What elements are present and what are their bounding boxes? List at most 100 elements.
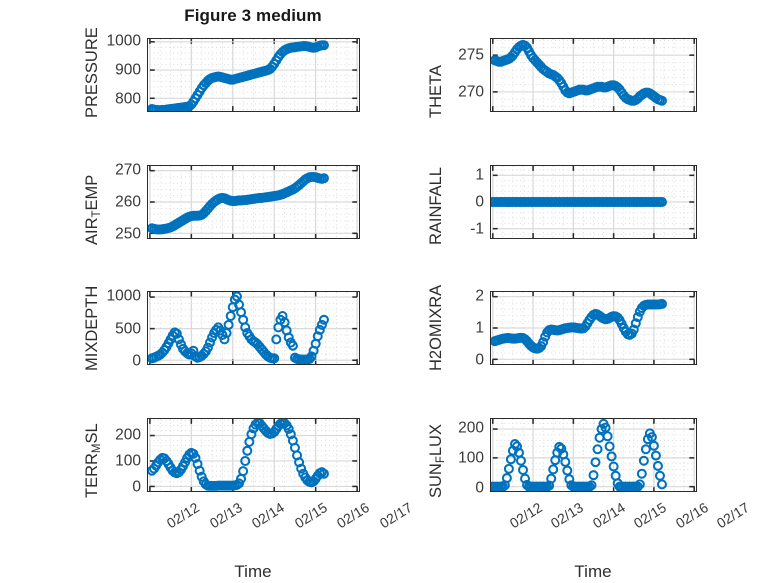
data-series-rainfall (491, 196, 667, 208)
y-tick-label: 0 (475, 351, 484, 369)
subplot-theta (490, 38, 697, 112)
y-axis-label-main: AIR (83, 217, 101, 245)
y-tick-label: 275 (458, 45, 484, 63)
plot-area-pressure (147, 38, 360, 112)
y-axis-label-main: RAINFALL (427, 167, 445, 245)
y-axis-label-subscript: T (91, 210, 103, 218)
y-tick-label: 1000 (106, 287, 141, 305)
data-series-mixdepth (148, 292, 329, 364)
major-grid-pressure (149, 39, 358, 111)
minor-grid-pressure (149, 39, 358, 111)
y-tick-label: 100 (458, 449, 484, 467)
x-axis-label-sun_flux: Time (574, 562, 612, 581)
y-axis-ticklabels-rainfall: -1 0 1 (410, 165, 484, 239)
y-axis-label-main: THETA (427, 65, 445, 118)
y-axis-label-subscript: F (435, 456, 447, 464)
y-tick-label: 0 (475, 478, 484, 496)
major-grid-rainfall (492, 166, 695, 238)
y-axis-label-air_temp: AIRTEMP (83, 174, 103, 245)
y-tick-label: 0 (475, 193, 484, 211)
x-tick-label: 02/13 (206, 499, 245, 532)
y-tick-label: -1 (470, 220, 484, 238)
x-tick-label: 02/14 (589, 499, 628, 532)
x-tick-label: 02/15 (630, 499, 670, 532)
subplot-rainfall (490, 165, 697, 239)
data-series-h2omixra (491, 298, 667, 354)
y-tick-label: 900 (115, 61, 141, 79)
y-axis-label-rainfall: RAINFALL (427, 167, 445, 245)
y-axis-ticklabels-theta: 270 275 (410, 38, 484, 112)
plot-area-air_temp (147, 165, 360, 239)
plot-area-rainfall (490, 165, 697, 239)
y-tick-label: 0 (132, 478, 141, 496)
y-axis-ticklabels-h2omixra: 0 1 2 (410, 288, 484, 369)
plot-area-mixdepth (147, 291, 360, 365)
y-axis-label-tail: EMP (83, 174, 101, 211)
subplot-sun_flux (490, 418, 697, 492)
x-tick-label: 02/13 (548, 499, 587, 532)
y-axis-label-mixdepth: MIXDEPTH (83, 286, 101, 371)
x-tick-label: 02/14 (248, 499, 288, 532)
data-series-sun_flux (491, 419, 667, 491)
data-series-air_temp (148, 171, 329, 235)
subplot-terr_msl (147, 418, 360, 492)
y-tick-label: 800 (115, 90, 141, 108)
data-series-pressure (148, 40, 329, 111)
y-axis-label-sun_flux: SUNFLUX (427, 424, 447, 498)
y-tick-label: 100 (115, 452, 141, 470)
plot-area-theta (490, 38, 697, 112)
y-axis-ticklabels-air_temp: 250 260 270 (67, 161, 141, 243)
data-series-theta (491, 39, 667, 106)
subplot-h2omixra (490, 291, 697, 365)
x-tick-label: 02/15 (291, 499, 330, 532)
y-tick-label: 200 (115, 426, 141, 444)
y-tick-label: 200 (458, 419, 484, 437)
y-tick-label: 260 (115, 193, 141, 211)
y-tick-label: 0 (132, 352, 141, 370)
y-axis-ticklabels-mixdepth: 0 500 1000 (67, 287, 141, 368)
data-series-terr_msl (148, 419, 329, 491)
major-grid-h2omixra (492, 292, 695, 364)
y-axis-label-main: SUN (427, 463, 445, 498)
major-grid-sun_flux (492, 419, 695, 491)
plot-area-sun_flux (490, 418, 697, 492)
y-tick-label: 1000 (106, 32, 141, 50)
y-tick-label: 250 (115, 225, 141, 243)
major-grid-theta (492, 39, 695, 111)
y-axis-label-tail: SL (83, 423, 101, 444)
y-tick-label: 270 (458, 83, 484, 101)
plot-area-terr_msl (147, 418, 360, 492)
y-axis-ticklabels-terr_msl: 0 100 200 (67, 418, 141, 494)
y-tick-label: 1 (475, 165, 484, 183)
subplot-pressure (147, 38, 360, 112)
minor-grid-air_temp (149, 166, 358, 238)
minor-grid-sun_flux (492, 419, 695, 491)
y-tick-label: 500 (115, 319, 141, 337)
y-axis-label-h2omixra: H2OMIXRA (427, 285, 445, 371)
y-axis-label-theta: THETA (427, 65, 445, 118)
subplot-air_temp (147, 165, 360, 239)
y-axis-label-tail: LUX (427, 424, 445, 457)
plot-area-h2omixra (490, 291, 697, 365)
x-tick-label: 02/12 (163, 499, 202, 532)
minor-grid-mixdepth (149, 292, 358, 364)
minor-grid-rainfall (492, 166, 695, 238)
x-tick-label: 02/16 (672, 499, 711, 532)
y-tick-label: 270 (115, 161, 141, 179)
figure-title: Figure 3 medium (184, 6, 322, 25)
y-axis-label-subscript: M (91, 443, 103, 454)
y-tick-label: 1 (475, 319, 484, 337)
major-grid-mixdepth (149, 292, 358, 364)
x-tick-label: 02/17 (713, 499, 752, 532)
major-grid-air_temp (149, 166, 358, 238)
y-axis-label-main: PRESSURE (83, 27, 101, 118)
x-axis-label-terr_msl: Time (234, 562, 272, 581)
y-axis-label-pressure: PRESSURE (83, 27, 101, 118)
x-tick-label: 02/12 (506, 499, 545, 532)
subplot-mixdepth (147, 291, 360, 365)
minor-grid-h2omixra (492, 292, 695, 364)
y-axis-label-main: TERR (83, 453, 101, 498)
x-tick-label: 02/16 (334, 499, 373, 532)
minor-grid-terr_msl (149, 419, 358, 491)
